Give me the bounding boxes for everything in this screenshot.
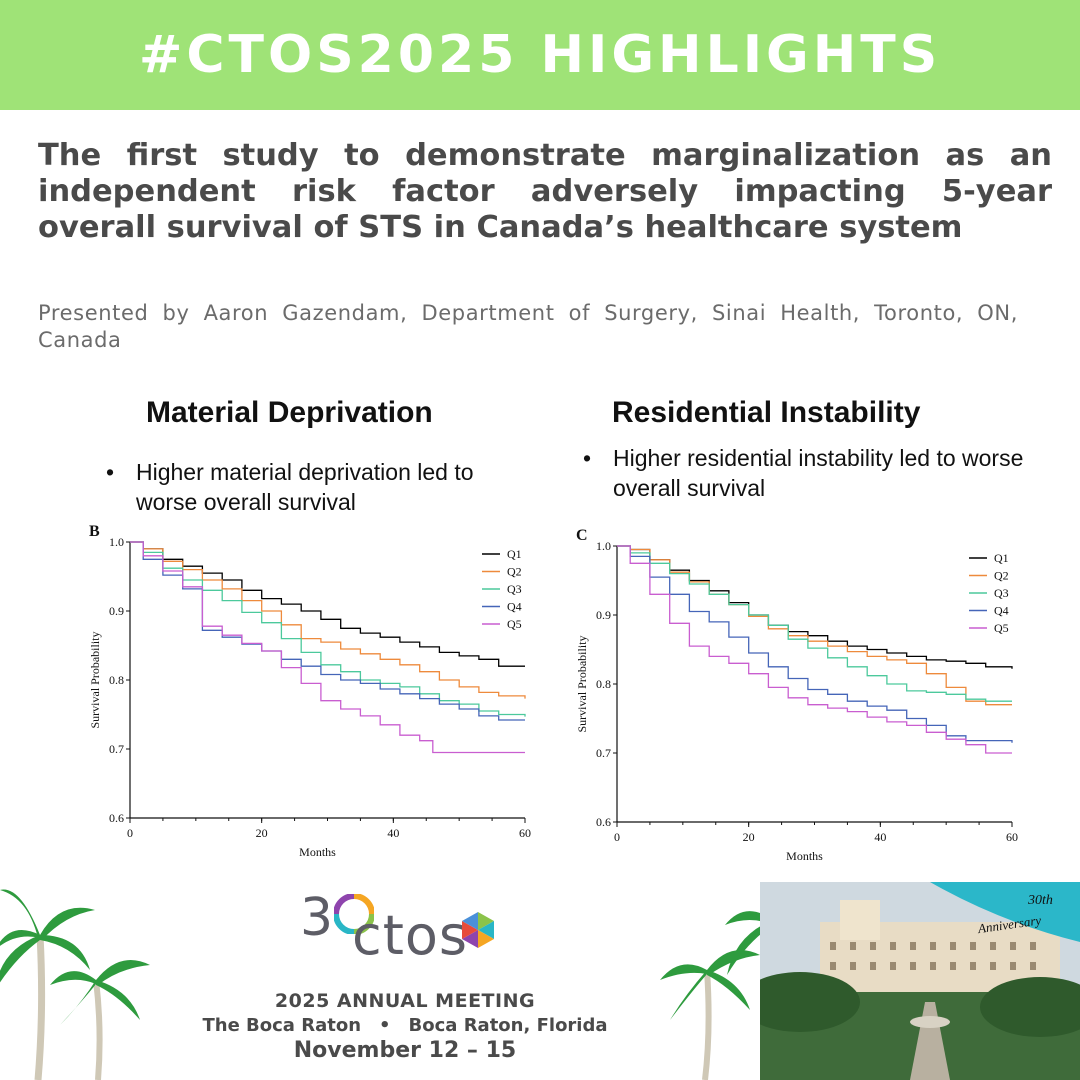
series-line-q2: [617, 545, 1012, 706]
meeting-location: Boca Raton, Florida: [408, 1015, 608, 1036]
bullet-dot: •: [583, 445, 592, 471]
ctos-logo: 3 ctos: [300, 888, 530, 968]
panel-title-residential: Residential Instability: [612, 396, 921, 429]
series-line-q3: [617, 545, 1012, 702]
legend-label-q5: Q5: [994, 621, 1009, 635]
y-tick-label: 1.0: [596, 539, 611, 553]
x-tick-label: 60: [519, 826, 531, 840]
legend-label-q2: Q2: [507, 565, 522, 579]
y-tick-label: 1.0: [109, 535, 124, 549]
legend-label-q2: Q2: [994, 569, 1009, 583]
resort-photo: 30th Anniversary: [760, 882, 1080, 1080]
km-chart-residential-instability: 0.6 0.7 0.8 0.9 1.0 0 20 40 60 Months Survival Pro…: [575, 527, 1018, 863]
y-tick-label: 0.9: [596, 608, 611, 622]
legend-label-q4: Q4: [507, 600, 522, 614]
headline: The first study to demonstrate marginali…: [38, 138, 1052, 245]
resort-photo-drawing: 30th Anniversary: [760, 882, 1080, 1080]
x-tick-label: 60: [1006, 830, 1018, 844]
bullet-dot: •: [106, 459, 115, 485]
legend-label-q5: Q5: [507, 617, 522, 631]
legend-label-q4: Q4: [994, 604, 1009, 618]
panel-label: C: [576, 527, 588, 544]
legend-label-q3: Q3: [507, 582, 522, 596]
panel-bullet-residential: • Higher residential instability led to …: [583, 443, 1033, 503]
banner-title: #CTOS2025 HIGHLIGHTS: [138, 25, 942, 85]
x-axis-label: Months: [299, 845, 336, 859]
meeting-separator: •: [379, 1015, 391, 1036]
meeting-venue: The Boca Raton: [202, 1015, 362, 1036]
series-line-q4: [617, 545, 1013, 743]
y-tick-label: 0.8: [596, 677, 611, 691]
meeting-title: 2025 ANNUAL MEETING: [274, 990, 536, 1012]
y-tick-label: 0.8: [109, 673, 124, 687]
km-chart-material-deprivation: 0.6 0.7 0.8 0.9 1.0 0 20 40 60 Months Survival Pro…: [88, 523, 531, 859]
x-axis-label: Months: [786, 849, 823, 863]
y-axis-label: Survival Probability: [575, 636, 589, 733]
y-tick-label: 0.6: [109, 811, 124, 825]
anniversary-number: 30th: [1027, 893, 1053, 908]
x-tick-label: 20: [256, 826, 268, 840]
series-line-q1: [617, 545, 1013, 669]
series-line-q5: [130, 541, 525, 754]
legend-label-q3: Q3: [994, 586, 1009, 600]
x-tick-label: 40: [387, 826, 399, 840]
panel-title-material: Material Deprivation: [146, 396, 433, 429]
logo-numeral: 3: [300, 888, 334, 948]
meeting-dates: November 12 – 15: [293, 1038, 517, 1063]
x-tick-label: 0: [127, 826, 133, 840]
series-line-q4: [130, 541, 525, 721]
palm-tree-left: [0, 889, 150, 1080]
logo-hex-icon: [462, 912, 494, 948]
panel-bullet-material: • Higher material deprivation led to wor…: [106, 457, 536, 517]
series-line-q5: [617, 545, 1012, 754]
y-tick-label: 0.9: [109, 604, 124, 618]
y-tick-label: 0.7: [596, 746, 611, 760]
panel-bullet-text: Higher residential instability led to wo…: [613, 445, 1024, 501]
series-line-q3: [130, 541, 526, 717]
y-tick-label: 0.6: [596, 815, 611, 829]
presenter-line: Presented by Aaron Gazendam, Department …: [38, 301, 1018, 352]
series-line-q1: [130, 541, 525, 667]
y-tick-label: 0.7: [109, 742, 124, 756]
highlights-banner: #CTOS2025 HIGHLIGHTS: [0, 0, 1080, 110]
x-tick-label: 0: [614, 830, 620, 844]
legend-label-q1: Q1: [507, 547, 522, 561]
panel-bullet-text: Higher material deprivation led to worse…: [136, 459, 474, 515]
x-tick-label: 20: [743, 830, 755, 844]
panel-label: B: [89, 523, 100, 540]
logo-ring-icon: [334, 894, 374, 934]
meeting-venue-line: The Boca Raton • Boca Raton, Florida: [200, 1015, 610, 1036]
series-line-q2: [130, 541, 526, 699]
logo-wordmark: ctos: [352, 904, 469, 967]
legend-label-q1: Q1: [994, 551, 1009, 565]
x-tick-label: 40: [874, 830, 886, 844]
y-axis-label: Survival Probability: [88, 632, 102, 729]
